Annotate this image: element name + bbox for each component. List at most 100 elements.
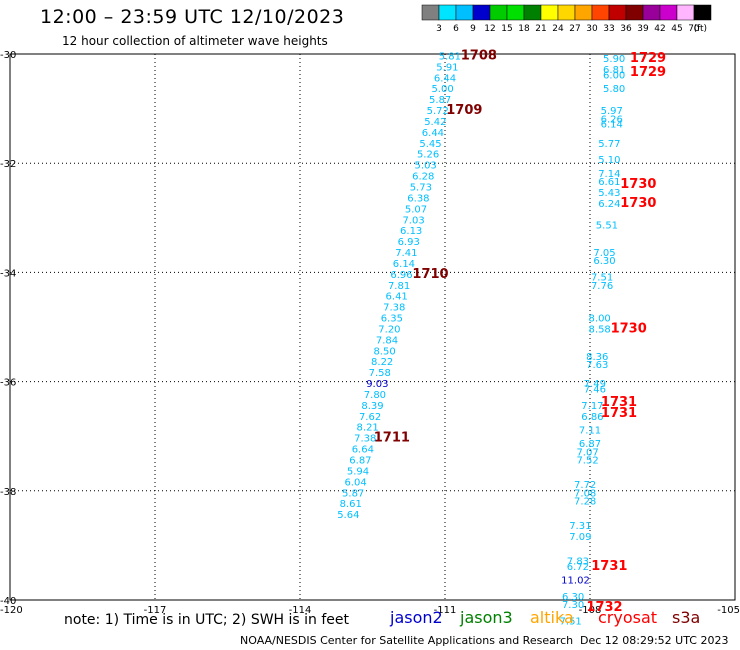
colorbar-swatch [472, 4, 491, 21]
time-label: 1730 [611, 321, 647, 336]
wave-height-value: 7.20 [378, 324, 400, 335]
colorbar-label: 27 [569, 24, 580, 34]
wave-height-value: 5.00 [431, 84, 453, 95]
chart-title: 12:00 – 23:59 UTC 12/10/2023 [40, 6, 345, 28]
plot-frame [9, 53, 736, 601]
wave-height-value: 5.81 [439, 51, 461, 62]
wave-height-value: 6.24 [598, 199, 620, 210]
wave-height-value: 7.84 [376, 335, 398, 346]
time-label: 1732 [586, 600, 622, 615]
time-label: 1731 [591, 559, 627, 574]
credit-text: NOAA/NESDIS Center for Satellite Applica… [240, 634, 574, 647]
wave-height-value: 6.28 [412, 172, 434, 183]
colorbar-swatch [591, 4, 610, 21]
x-tick-label: -108 [579, 605, 602, 616]
wave-height-value: 5.87 [342, 488, 364, 499]
wave-height-value: 5.07 [405, 204, 427, 215]
wave-height-value: 7.38 [354, 434, 376, 445]
colorbar-swatch [608, 4, 627, 21]
wave-height-value: 5.42 [424, 117, 446, 128]
wave-height-value: 7.76 [591, 281, 613, 292]
wave-height-value: 5.77 [598, 139, 620, 150]
wave-height-value: 6.13 [400, 226, 422, 237]
wave-height-value: 6.38 [407, 193, 429, 204]
colorbar-swatch [693, 4, 712, 21]
wave-height-value: 5.94 [347, 466, 369, 477]
wave-height-value: 7.83 [567, 557, 589, 568]
colorbar-swatch [625, 4, 644, 21]
wave-height-value: 5.97 [601, 106, 623, 117]
time-label: 1730 [620, 196, 656, 211]
colorbar-swatch [676, 4, 695, 21]
wave-height-value: 7.63 [586, 360, 608, 371]
colorbar-label: 70 [688, 24, 700, 34]
colorbar-swatch [506, 4, 525, 21]
colorbar-swatch [421, 4, 440, 21]
y-tick-label: -32 [0, 159, 16, 170]
time-label: 1708 [461, 48, 497, 63]
wave-height-value: 8.39 [361, 401, 383, 412]
colorbar-label: 36 [620, 24, 632, 34]
wave-height-value: 6.26 [601, 114, 623, 125]
wave-height-value: 6.87 [579, 439, 601, 450]
wave-height-value: 6.44 [422, 128, 444, 139]
colorbar-label: 21 [535, 24, 546, 34]
wave-height-value: 7.14 [598, 169, 620, 180]
wave-height-value: 6.86 [581, 412, 603, 423]
time-label: 1729 [630, 51, 666, 66]
wave-height-value: 7.17 [581, 401, 603, 412]
x-tick-label: -105 [717, 605, 740, 616]
colorbar-swatch [455, 4, 474, 21]
time-label: 1731 [601, 395, 637, 410]
wave-height-value: 8.00 [589, 314, 611, 325]
colorbar-label: 24 [552, 24, 564, 34]
wave-height-value: 7.52 [576, 456, 598, 467]
satellite-jason3: jason3 [460, 608, 513, 627]
wave-height-value: 8.36 [586, 352, 608, 363]
y-tick-label: -30 [0, 50, 16, 61]
wave-height-value: 7.30 [562, 600, 584, 611]
wave-height-value: 7.51 [560, 617, 582, 628]
colorbar-unit: (ft) [693, 24, 707, 34]
wave-height-value: 5.91 [436, 62, 458, 73]
y-tick-label: -34 [0, 268, 16, 279]
wave-height-value: 7.31 [569, 521, 591, 532]
wave-height-value: 6.04 [344, 477, 366, 488]
wave-height-value: 6.72 [567, 562, 589, 573]
wave-height-value: 7.49 [584, 379, 606, 390]
satellite-altika: altika [530, 608, 574, 627]
colorbar-swatch [489, 4, 508, 21]
wave-height-value: 6.64 [352, 445, 374, 456]
wave-height-value: 5.51 [596, 221, 618, 232]
satellite-s3a: s3a [672, 608, 701, 627]
colorbar-label: 3 [436, 24, 442, 34]
colorbar-label: 15 [501, 24, 512, 34]
wave-height-value: 5.80 [603, 84, 625, 95]
wave-height-value: 5.72 [427, 106, 449, 117]
x-tick-label: -120 [0, 605, 23, 616]
time-label: 1710 [412, 267, 448, 282]
wave-height-value: 5.45 [419, 139, 441, 150]
colorbar-swatch [540, 4, 559, 21]
colorbar-swatch [574, 4, 593, 21]
wave-height-value: 5.90 [603, 54, 625, 65]
time-label: 1730 [620, 177, 656, 192]
wave-height-value: 5.64 [337, 510, 359, 521]
wave-height-value: 5.26 [417, 150, 439, 161]
wave-height-value: 7.62 [359, 412, 381, 423]
colorbar-label: 12 [484, 24, 495, 34]
y-tick-label: -36 [0, 378, 16, 389]
colorbar-swatch [523, 4, 542, 21]
x-tick-label: -117 [144, 605, 167, 616]
colorbar-label: 18 [518, 24, 530, 34]
wave-height-value: 7.28 [574, 496, 596, 507]
colorbar-swatch [642, 4, 661, 21]
y-tick-label: -38 [0, 487, 16, 498]
time-label: 1711 [374, 431, 410, 446]
wave-height-value: 7.09 [569, 532, 591, 543]
chart-subtitle: 12 hour collection of altimeter wave hei… [62, 34, 328, 48]
wave-height-value: 7.58 [369, 368, 391, 379]
wave-height-value: 6.35 [381, 314, 403, 325]
wave-height-value: 6.81 [603, 65, 625, 76]
